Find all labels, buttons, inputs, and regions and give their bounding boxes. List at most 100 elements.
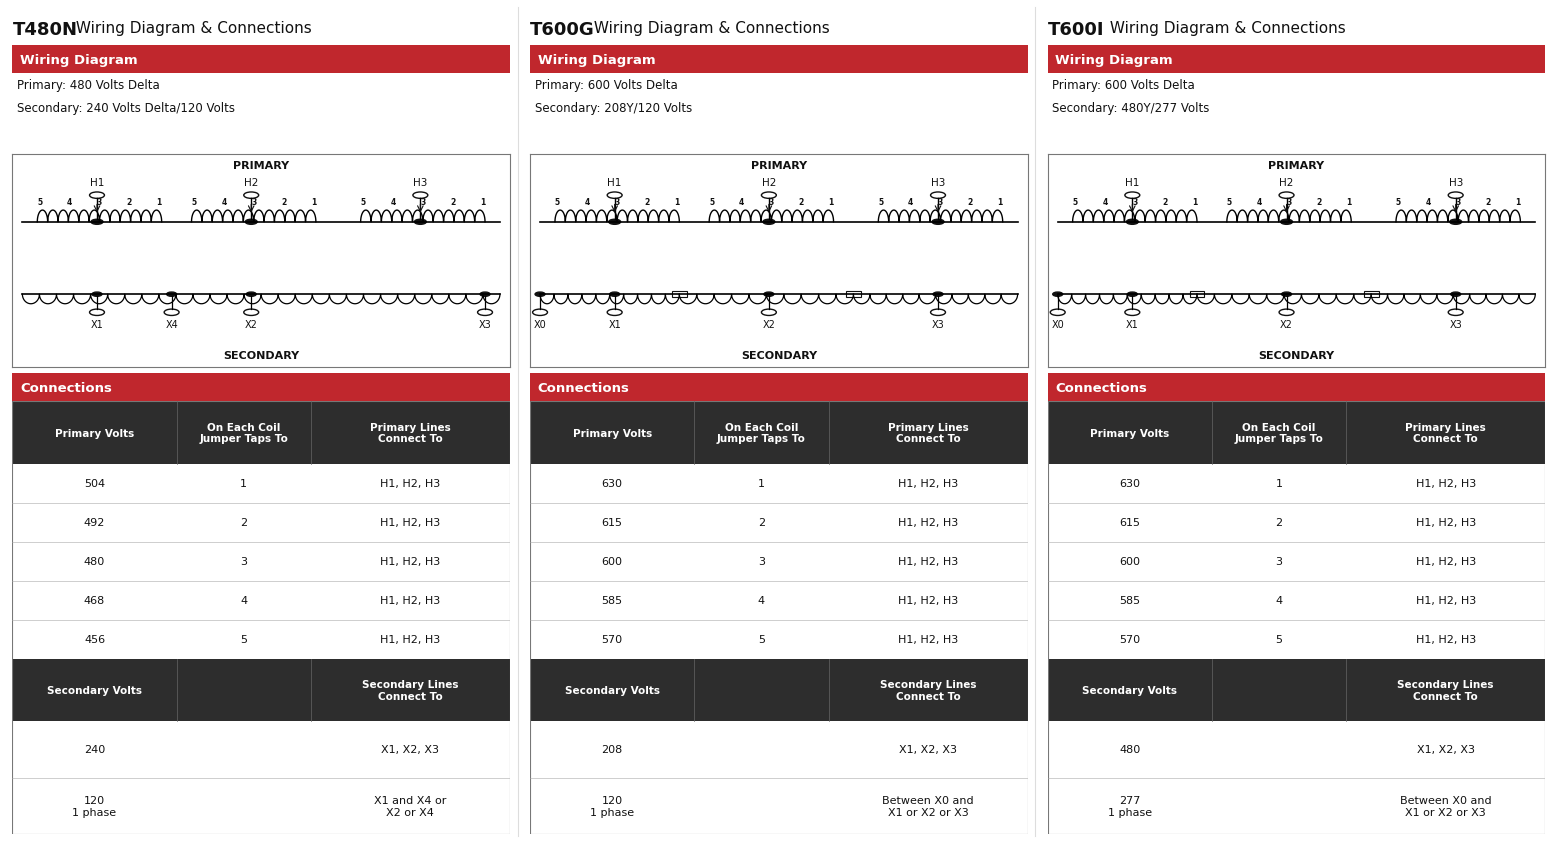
Text: 1: 1 bbox=[480, 197, 485, 207]
Circle shape bbox=[1451, 293, 1461, 297]
Bar bbox=[1190, 292, 1205, 298]
Text: Between X0 and
X1 or X2 or X3: Between X0 and X1 or X2 or X3 bbox=[1399, 795, 1491, 817]
Text: Secondary Lines
Connect To: Secondary Lines Connect To bbox=[881, 679, 977, 701]
Text: 2: 2 bbox=[758, 517, 766, 528]
Text: H1: H1 bbox=[90, 177, 104, 187]
Text: X4: X4 bbox=[165, 319, 179, 329]
Text: 3: 3 bbox=[1286, 197, 1292, 207]
Text: 5: 5 bbox=[710, 197, 714, 207]
Text: 5: 5 bbox=[191, 197, 197, 207]
Text: X3: X3 bbox=[932, 319, 944, 329]
Text: 480: 480 bbox=[84, 557, 106, 566]
Text: On Each Coil
Jumper Taps To: On Each Coil Jumper Taps To bbox=[717, 422, 806, 444]
Circle shape bbox=[610, 293, 620, 297]
Text: 1: 1 bbox=[311, 197, 315, 207]
Text: H1, H2, H3: H1, H2, H3 bbox=[380, 517, 441, 528]
Text: H1, H2, H3: H1, H2, H3 bbox=[898, 557, 958, 566]
Text: 585: 585 bbox=[601, 596, 623, 605]
Text: 5: 5 bbox=[554, 197, 561, 207]
Circle shape bbox=[1449, 220, 1461, 225]
Circle shape bbox=[247, 293, 256, 297]
Text: 4: 4 bbox=[390, 197, 396, 207]
Text: 5: 5 bbox=[241, 635, 247, 645]
Text: Primary: 600 Volts Delta: Primary: 600 Volts Delta bbox=[534, 78, 677, 91]
Text: On Each Coil
Jumper Taps To: On Each Coil Jumper Taps To bbox=[199, 422, 289, 444]
Circle shape bbox=[536, 293, 545, 297]
Text: Primary Lines
Connect To: Primary Lines Connect To bbox=[370, 422, 450, 444]
Text: H1: H1 bbox=[1124, 177, 1140, 187]
Text: Primary: 480 Volts Delta: Primary: 480 Volts Delta bbox=[17, 78, 160, 91]
Text: 4: 4 bbox=[758, 596, 766, 605]
Text: 2: 2 bbox=[241, 517, 247, 528]
Text: 3: 3 bbox=[241, 557, 247, 566]
Text: 630: 630 bbox=[1120, 479, 1140, 489]
Text: H1, H2, H3: H1, H2, H3 bbox=[1416, 479, 1475, 489]
Text: SECONDARY: SECONDARY bbox=[741, 351, 817, 360]
Text: Connections: Connections bbox=[1054, 381, 1148, 394]
Text: 2: 2 bbox=[281, 197, 286, 207]
Text: 1: 1 bbox=[157, 197, 162, 207]
Text: 4: 4 bbox=[584, 197, 590, 207]
Text: PRIMARY: PRIMARY bbox=[233, 161, 289, 170]
Text: 615: 615 bbox=[601, 517, 623, 528]
Text: 4: 4 bbox=[1275, 596, 1283, 605]
Text: 1: 1 bbox=[674, 197, 680, 207]
Text: 4: 4 bbox=[241, 596, 247, 605]
Circle shape bbox=[166, 293, 177, 297]
Text: Wiring Diagram: Wiring Diagram bbox=[1054, 54, 1173, 67]
Text: Wiring Diagram: Wiring Diagram bbox=[20, 54, 138, 67]
Circle shape bbox=[1281, 293, 1292, 297]
Text: 3: 3 bbox=[615, 197, 620, 207]
Text: 5: 5 bbox=[1396, 197, 1401, 207]
Text: 3: 3 bbox=[758, 557, 766, 566]
Text: H1, H2, H3: H1, H2, H3 bbox=[1416, 635, 1475, 645]
Text: H1, H2, H3: H1, H2, H3 bbox=[380, 479, 441, 489]
Text: H1, H2, H3: H1, H2, H3 bbox=[1416, 596, 1475, 605]
Text: 4: 4 bbox=[67, 197, 73, 207]
Text: T480N: T480N bbox=[12, 21, 78, 39]
Circle shape bbox=[763, 220, 775, 225]
Text: PRIMARY: PRIMARY bbox=[750, 161, 808, 170]
Text: X3: X3 bbox=[1449, 319, 1461, 329]
Circle shape bbox=[1053, 293, 1062, 297]
Text: Secondary: 240 Volts Delta/120 Volts: Secondary: 240 Volts Delta/120 Volts bbox=[17, 102, 235, 115]
Text: 456: 456 bbox=[84, 635, 106, 645]
Bar bbox=[530, 659, 1028, 722]
Text: 208: 208 bbox=[601, 744, 623, 755]
Bar bbox=[672, 292, 686, 298]
Text: 5: 5 bbox=[879, 197, 884, 207]
Text: 1: 1 bbox=[241, 479, 247, 489]
Text: Primary Volts: Primary Volts bbox=[54, 428, 134, 438]
Bar bbox=[1048, 402, 1545, 464]
Text: 2: 2 bbox=[450, 197, 455, 207]
Text: H1, H2, H3: H1, H2, H3 bbox=[380, 635, 441, 645]
Text: 3: 3 bbox=[769, 197, 773, 207]
Text: 2: 2 bbox=[1317, 197, 1322, 207]
Bar bbox=[12, 402, 509, 464]
Text: 3: 3 bbox=[1455, 197, 1461, 207]
Text: H1, H2, H3: H1, H2, H3 bbox=[898, 479, 958, 489]
Bar bbox=[12, 659, 509, 722]
Text: 3: 3 bbox=[1132, 197, 1137, 207]
Text: 504: 504 bbox=[84, 479, 106, 489]
Text: 4: 4 bbox=[739, 197, 744, 207]
Text: X1: X1 bbox=[1126, 319, 1138, 329]
Circle shape bbox=[1281, 220, 1292, 225]
Text: T600I: T600I bbox=[1048, 21, 1104, 39]
Circle shape bbox=[480, 293, 491, 297]
Text: 1: 1 bbox=[1516, 197, 1520, 207]
Text: X1 and X4 or
X2 or X4: X1 and X4 or X2 or X4 bbox=[374, 795, 447, 817]
Text: 468: 468 bbox=[84, 596, 106, 605]
Text: H1, H2, H3: H1, H2, H3 bbox=[898, 635, 958, 645]
Text: 3: 3 bbox=[96, 197, 102, 207]
Text: Wiring Diagram & Connections: Wiring Diagram & Connections bbox=[589, 21, 829, 36]
Text: H1, H2, H3: H1, H2, H3 bbox=[380, 557, 441, 566]
Text: 570: 570 bbox=[601, 635, 623, 645]
Text: 1: 1 bbox=[758, 479, 766, 489]
Text: 570: 570 bbox=[1120, 635, 1140, 645]
Text: 600: 600 bbox=[601, 557, 623, 566]
Text: X2: X2 bbox=[1280, 319, 1294, 329]
Text: 5: 5 bbox=[758, 635, 766, 645]
Text: Secondary Volts: Secondary Volts bbox=[565, 685, 660, 695]
Text: 1: 1 bbox=[997, 197, 1003, 207]
